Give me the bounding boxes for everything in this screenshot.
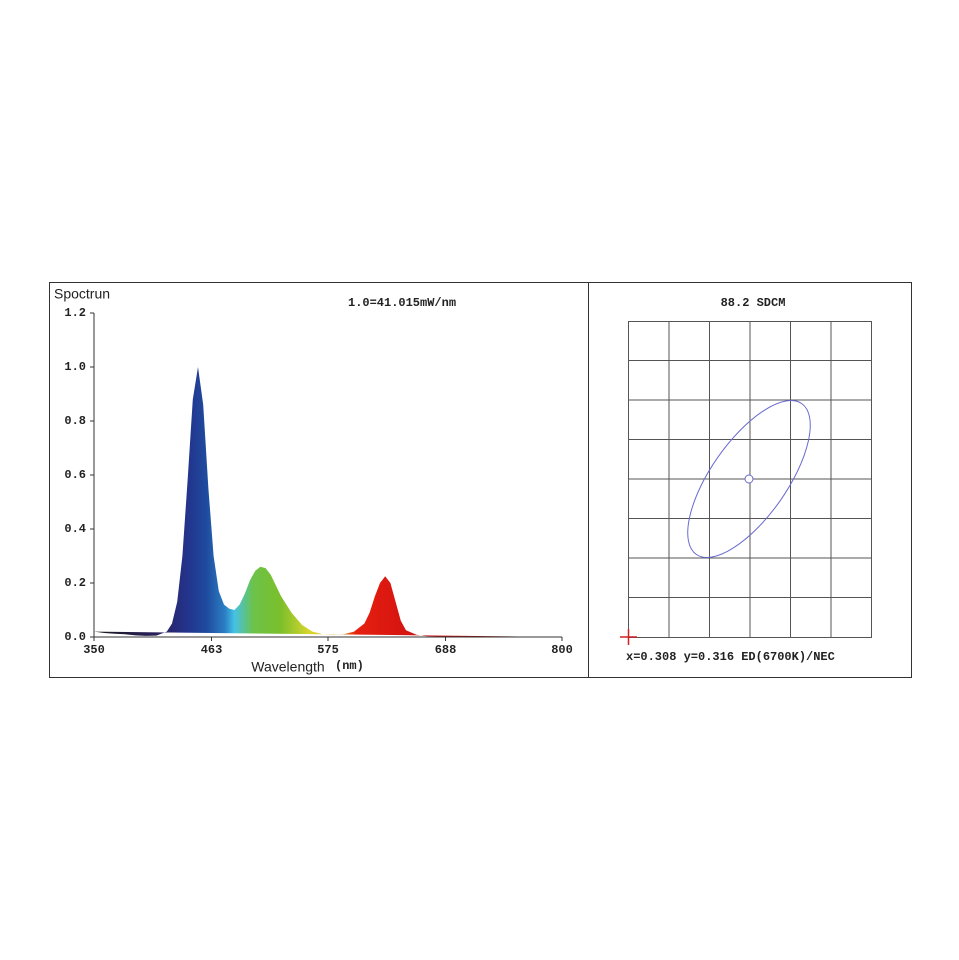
sdcm-grid [628, 321, 872, 638]
y-tick-label: 0.4 [64, 522, 86, 536]
x-tick-label: 350 [83, 643, 105, 657]
x-axis-label: Wavelength [251, 659, 324, 675]
y-tick-label: 0.2 [64, 576, 86, 590]
x-tick-label: 575 [317, 643, 339, 657]
x-axis-unit: (nm) [335, 659, 364, 673]
chart-title: Spoctrun [54, 286, 110, 302]
spectrum-area [94, 367, 562, 637]
origin-cross [620, 629, 637, 645]
x-tick-label: 463 [201, 643, 223, 657]
sdcm-title: 88.2 SDCM [721, 296, 786, 310]
x-tick-label: 800 [551, 643, 573, 657]
y-tick-label: 0.6 [64, 468, 86, 482]
sdcm-panel: 88.2 SDCM x=0.308 y=0.316 ED(6700K)/NEC [620, 296, 872, 664]
x-tick-label: 688 [435, 643, 457, 657]
y-tick-label: 1.0 [64, 360, 86, 374]
y-tick-label: 1.2 [64, 306, 86, 320]
y-tick-label: 0.0 [64, 630, 86, 644]
spectrum-chart: Spoctrun 1.0=41.015mW/nm Wavelength (nm)… [54, 286, 573, 675]
y-tick-label: 0.8 [64, 414, 86, 428]
sdcm-ellipse [687, 400, 811, 558]
chromaticity-point [744, 474, 754, 484]
frame [49, 282, 912, 678]
sdcm-caption: x=0.308 y=0.316 ED(6700K)/NEC [626, 650, 835, 664]
annotation: 1.0=41.015mW/nm [348, 296, 456, 310]
